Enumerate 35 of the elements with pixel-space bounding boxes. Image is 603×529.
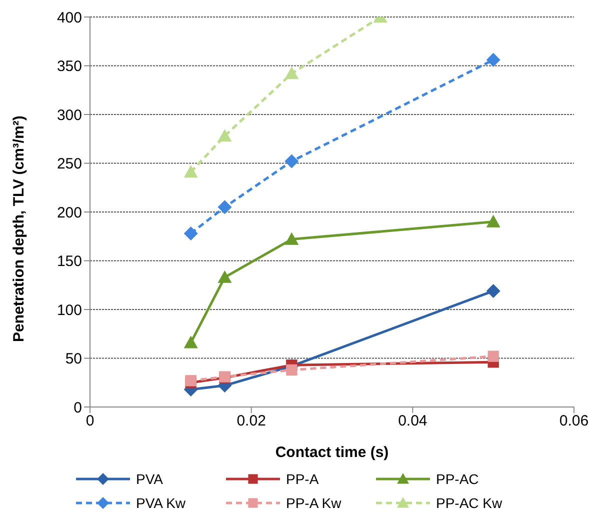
y-tick-label: 200 xyxy=(56,204,82,222)
point xyxy=(218,200,232,214)
y-tick-label: 350 xyxy=(56,58,82,76)
y-tick-label: 0 xyxy=(74,399,82,416)
legend-label: PP-AC xyxy=(436,471,479,487)
x-axis-title: Contact time (s) xyxy=(275,444,389,461)
point xyxy=(284,232,299,245)
y-tick-label: 100 xyxy=(56,302,82,319)
point xyxy=(486,284,500,298)
y-axis-title: Penetration depth, TLV (cm³/m²) xyxy=(10,116,28,342)
y-tick-label: 400 xyxy=(56,9,82,26)
y-tick-label: 150 xyxy=(56,253,82,270)
legend-label: PVA Kw xyxy=(136,495,186,511)
y-tick-label: 300 xyxy=(56,106,82,124)
legend-label: PP-AC Kw xyxy=(436,495,502,511)
point xyxy=(486,52,500,67)
point xyxy=(184,165,198,178)
legend-label: PP-A xyxy=(286,471,319,487)
point xyxy=(184,336,198,348)
point xyxy=(286,364,298,376)
legend-label: PP-A Kw xyxy=(286,495,342,511)
x-tick-label: 0.02 xyxy=(236,412,266,430)
y-tick-label: 250 xyxy=(56,156,82,173)
x-tick-label: 0.06 xyxy=(559,412,589,430)
x-tick-label: 0.04 xyxy=(398,412,428,430)
legend-label: PVA xyxy=(136,471,163,487)
point xyxy=(486,214,500,228)
point xyxy=(488,350,499,362)
y-tick-label: 50 xyxy=(65,350,82,368)
point xyxy=(218,128,232,142)
point xyxy=(284,154,299,168)
point xyxy=(218,270,232,283)
point xyxy=(184,226,198,240)
x-tick-label: 0 xyxy=(86,412,94,430)
point xyxy=(284,66,299,80)
